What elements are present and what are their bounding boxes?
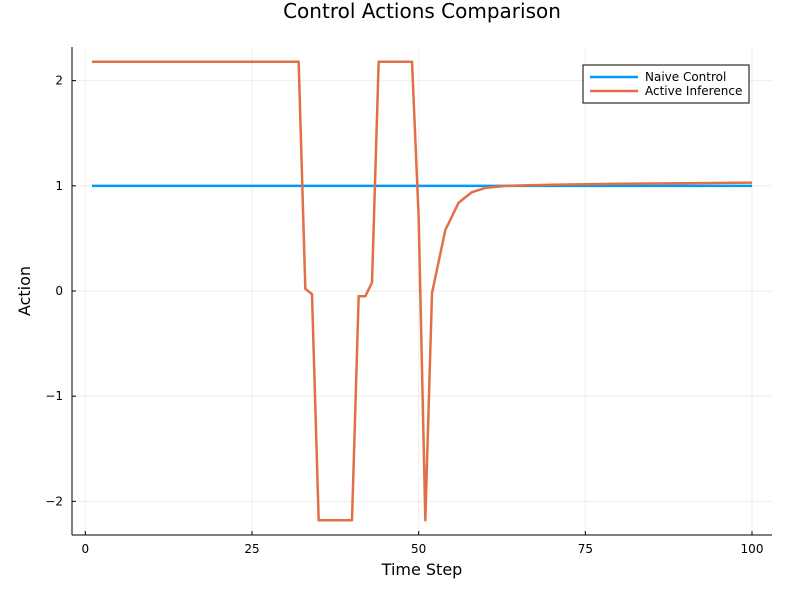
grid xyxy=(72,47,772,535)
tick-labels: 0 25 50 75 100 −2 −1 0 1 2 xyxy=(45,74,763,556)
y-tick-label: 2 xyxy=(55,74,63,88)
legend-box xyxy=(582,64,750,104)
y-tick-label: −2 xyxy=(45,494,63,508)
x-tick-label: 0 xyxy=(82,542,90,556)
x-tick-label: 25 xyxy=(244,542,259,556)
x-axis-title: Time Step xyxy=(381,560,463,579)
legend-label-naive-control: Naive Control xyxy=(645,70,726,84)
series-line-active-inference xyxy=(92,60,753,522)
legend: Naive Control Active Inference xyxy=(582,64,750,104)
y-tick-label: −1 xyxy=(45,389,63,403)
y-tick-label: 0 xyxy=(55,284,63,298)
y-tick-label: 1 xyxy=(55,179,63,193)
y-axis-title: Action xyxy=(15,266,34,316)
legend-label-active-inference: Active Inference xyxy=(645,84,742,98)
axes xyxy=(71,47,772,536)
x-tick-label: 75 xyxy=(578,542,593,556)
x-tick-label: 50 xyxy=(411,542,426,556)
series-lines xyxy=(92,60,753,522)
x-tick-label: 100 xyxy=(741,542,764,556)
chart-title: Control Actions Comparison xyxy=(283,0,561,23)
